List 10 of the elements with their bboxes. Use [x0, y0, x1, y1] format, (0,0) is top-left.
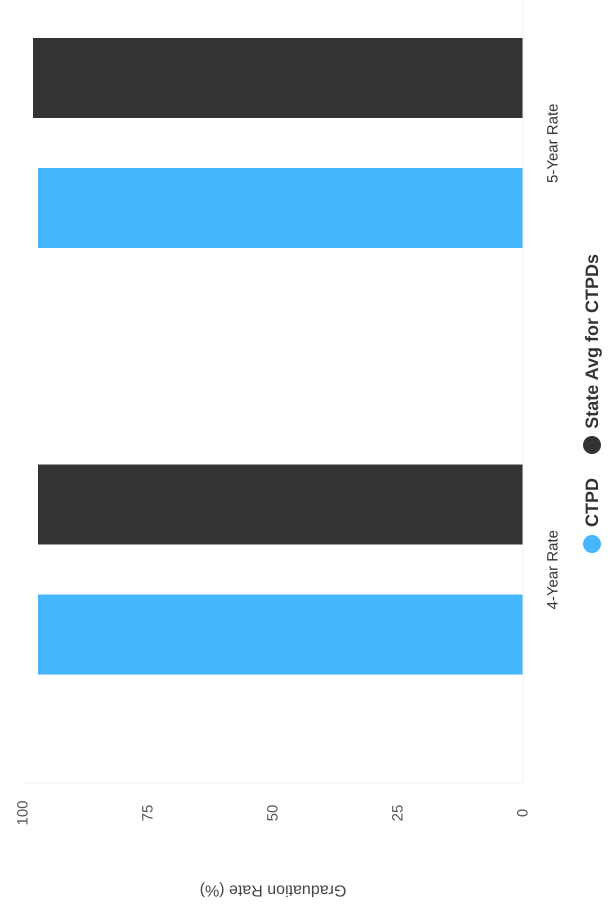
- x-tick-label: 0: [514, 808, 532, 818]
- text: State Avg for CTPDs: [582, 254, 602, 428]
- x-tick-label: 25: [390, 804, 406, 822]
- x-tick-label: 100: [14, 800, 32, 826]
- text: CTPD: [582, 478, 602, 528]
- y-tick-label: 4-Year Rate: [544, 530, 562, 610]
- x-tick-label: 50: [264, 804, 282, 822]
- x-axis-title: Graduation Rate (%): [200, 882, 346, 898]
- y-tick-label: 5-Year Rate: [544, 104, 562, 183]
- x-tick-label: 75: [140, 804, 156, 822]
